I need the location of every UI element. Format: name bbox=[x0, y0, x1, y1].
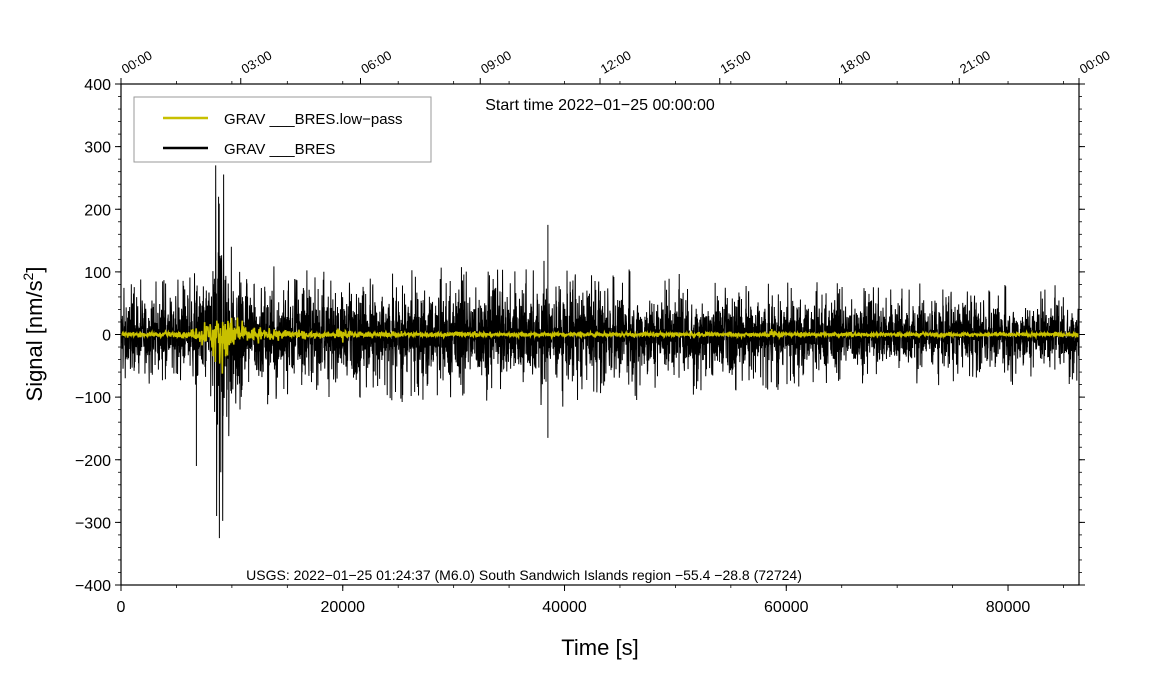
top-tick-label: 09:00 bbox=[478, 47, 514, 76]
top-tick-label: 21:00 bbox=[957, 47, 993, 76]
top-tick-label: 06:00 bbox=[358, 47, 394, 76]
top-time-axis: 00:00 03:00 06:00 09:00 12:00 15:00 18:00 21:00… bbox=[119, 47, 1113, 84]
y-tick-label: −100 bbox=[75, 390, 111, 407]
top-tick-label: 15:00 bbox=[718, 47, 754, 76]
series-line-lowpass bbox=[121, 317, 1079, 374]
x-tick-label: 40000 bbox=[542, 599, 587, 616]
y-tick-label: 100 bbox=[84, 265, 111, 282]
legend-label-lowpass: GRAV ___BRES.low−pass bbox=[224, 111, 403, 128]
y-axis-title: Signal [nm/s2] bbox=[20, 267, 47, 402]
y-tick-label: −300 bbox=[75, 515, 111, 532]
top-tick-label: 00:00 bbox=[119, 47, 155, 76]
y-tick-label: 300 bbox=[84, 140, 111, 157]
start-time-annotation: Start time 2022−01−25 00:00:00 bbox=[485, 97, 715, 114]
top-tick-label: 12:00 bbox=[598, 47, 634, 76]
event-annotation: USGS: 2022−01−25 01:24:37 (M6.0) South S… bbox=[246, 567, 802, 583]
x-tick-label: 60000 bbox=[764, 599, 809, 616]
y-axis-title-superscript: 2 bbox=[20, 272, 36, 280]
y-tick-label: −400 bbox=[75, 578, 111, 595]
y-tick-label: −200 bbox=[75, 453, 111, 470]
x-tick-label: 80000 bbox=[986, 599, 1031, 616]
x-tick-label: 20000 bbox=[321, 599, 366, 616]
y-axis: −400 −300 −200 −100 0 100 200 300 400 bbox=[75, 77, 1085, 595]
x-tick-label: 0 bbox=[117, 599, 126, 616]
y-tick-label: 400 bbox=[84, 77, 111, 94]
y-tick-label: 200 bbox=[84, 202, 111, 219]
top-tick-label: 00:00 bbox=[1077, 47, 1113, 76]
top-tick-label: 18:00 bbox=[837, 47, 873, 76]
legend: GRAV ___BRES.low−pass GRAV ___BRES bbox=[133, 96, 432, 163]
y-tick-label: 0 bbox=[102, 328, 111, 345]
legend-box bbox=[133, 96, 432, 163]
legend-label-raw: GRAV ___BRES bbox=[224, 141, 335, 158]
series-line-raw bbox=[121, 165, 1079, 539]
top-tick-label: 03:00 bbox=[239, 47, 275, 76]
x-axis-title: Time [s] bbox=[561, 635, 638, 660]
x-axis: 0 20000 40000 60000 80000 bbox=[117, 81, 1064, 616]
